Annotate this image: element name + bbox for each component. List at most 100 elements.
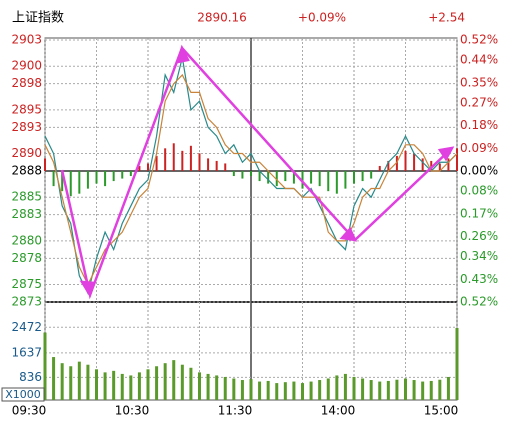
breadth-bar xyxy=(112,171,115,182)
volume-bar xyxy=(369,380,373,400)
y2-tick-label: 0.34% xyxy=(460,249,498,263)
volume-bar xyxy=(326,378,330,400)
breadth-bar xyxy=(353,171,355,184)
price: 2890.16 xyxy=(197,11,247,25)
y2-tick-label: 0.52% xyxy=(460,33,498,47)
volume-bar xyxy=(60,363,64,400)
arrow-head xyxy=(176,44,190,64)
breadth-bar xyxy=(78,171,81,194)
volume-bar xyxy=(429,380,433,400)
y2-tick-label: 0.35% xyxy=(460,75,498,89)
y2-tick-label: 0.17% xyxy=(460,206,498,220)
volume-bar xyxy=(103,372,107,400)
volume-bar xyxy=(266,380,270,400)
volume-bar xyxy=(292,381,296,400)
volume-bar xyxy=(309,381,313,400)
breadth-bar xyxy=(292,171,295,184)
y2-tick-label: 0.18% xyxy=(460,118,498,132)
volume-bar xyxy=(240,380,244,400)
breadth-bar xyxy=(224,163,227,171)
volume-bar xyxy=(77,361,81,400)
volume-bar xyxy=(189,367,193,400)
volume-bar xyxy=(112,370,116,400)
y2-tick-label: 0.27% xyxy=(460,95,498,109)
y2-tick-label: 0.44% xyxy=(460,53,498,67)
arrow-head xyxy=(437,146,455,162)
y-tick-label: 2883 xyxy=(11,207,42,221)
breadth-bar xyxy=(395,155,398,171)
breadth-bar xyxy=(44,158,46,171)
y2-tick-label: 0.08% xyxy=(460,184,498,198)
volume-bar xyxy=(215,375,219,400)
breadth-bar xyxy=(438,163,441,171)
breadth-bar xyxy=(138,165,141,171)
breadth-bar xyxy=(335,171,338,194)
breadth-bar xyxy=(370,171,373,179)
breadth-bar xyxy=(258,171,261,182)
breadth-bar xyxy=(86,171,89,189)
y-tick-label: 2898 xyxy=(11,76,42,90)
volume-bar xyxy=(146,369,150,400)
breadth-bar xyxy=(207,158,210,171)
volume-bar xyxy=(232,378,236,400)
change-pct: +0.09% xyxy=(298,11,346,25)
price-line xyxy=(44,57,458,296)
volume-bar xyxy=(386,380,390,400)
volume-tick-label: 1637 xyxy=(11,345,42,359)
x-tick-label: 09:30 xyxy=(12,404,47,418)
y-tick-label: 2873 xyxy=(11,295,42,309)
breadth-bar xyxy=(215,160,218,171)
unit-box xyxy=(1,387,45,402)
breadth-bar xyxy=(189,145,192,171)
volume-bar xyxy=(421,381,425,400)
volume-bar xyxy=(163,363,167,400)
breadth-bar xyxy=(241,171,244,179)
breadth-bar xyxy=(198,153,201,171)
breadth-bar xyxy=(310,171,313,184)
volume-bar xyxy=(455,327,459,400)
x-tick-label: 14:00 xyxy=(321,404,356,418)
breadth-bar xyxy=(181,150,184,171)
arrow-head xyxy=(79,280,96,298)
volume-tick-label: 2472 xyxy=(11,320,42,334)
volume-bar xyxy=(318,380,322,400)
volume-bar xyxy=(249,379,253,400)
y-tick-label: 2900 xyxy=(11,59,42,73)
chart-title: 上证指数 xyxy=(12,11,64,26)
y2-tick-label: 0.52% xyxy=(460,295,498,309)
breadth-bar xyxy=(344,171,347,189)
volume-bar xyxy=(120,373,124,400)
plot: 09:30 10:30 11:30 14:00 15:00 2903 2900 2898 289… xyxy=(1,33,498,418)
breadth-bar xyxy=(172,143,175,171)
volume-bar xyxy=(404,378,407,400)
volume-bar xyxy=(43,332,47,400)
breadth-bar xyxy=(104,171,107,187)
volume-bar xyxy=(352,376,356,400)
volume-bar xyxy=(129,375,133,400)
breadth-bar xyxy=(387,160,390,171)
y-tick-label: 2878 xyxy=(11,251,42,265)
trend-arrows xyxy=(60,44,455,300)
y2-tick-label: 0.43% xyxy=(460,272,498,286)
volume-bar xyxy=(223,376,227,400)
breadth-bar xyxy=(250,171,252,177)
volume-unit: X1000 xyxy=(5,388,41,401)
volume-bar xyxy=(412,380,416,400)
breadth-bar xyxy=(147,163,149,171)
x-tick-label: 10:30 xyxy=(115,404,150,418)
breadth-bar xyxy=(61,171,64,192)
x-tick-label: 11:30 xyxy=(218,404,253,418)
volume-bar xyxy=(361,378,365,400)
breadth-bar xyxy=(327,171,330,192)
volume-bar xyxy=(172,360,176,400)
volume-bar xyxy=(275,383,279,400)
y2-tick-label: 0.09% xyxy=(460,141,498,155)
y2-tick-label: 0.26% xyxy=(460,229,498,243)
breadth-bar xyxy=(121,171,124,179)
breadth-bar xyxy=(69,171,72,197)
volume-bar xyxy=(438,379,442,400)
breadth-bar xyxy=(155,155,158,171)
y-tick-label: 2885 xyxy=(11,190,42,204)
volume-bar xyxy=(395,379,399,400)
